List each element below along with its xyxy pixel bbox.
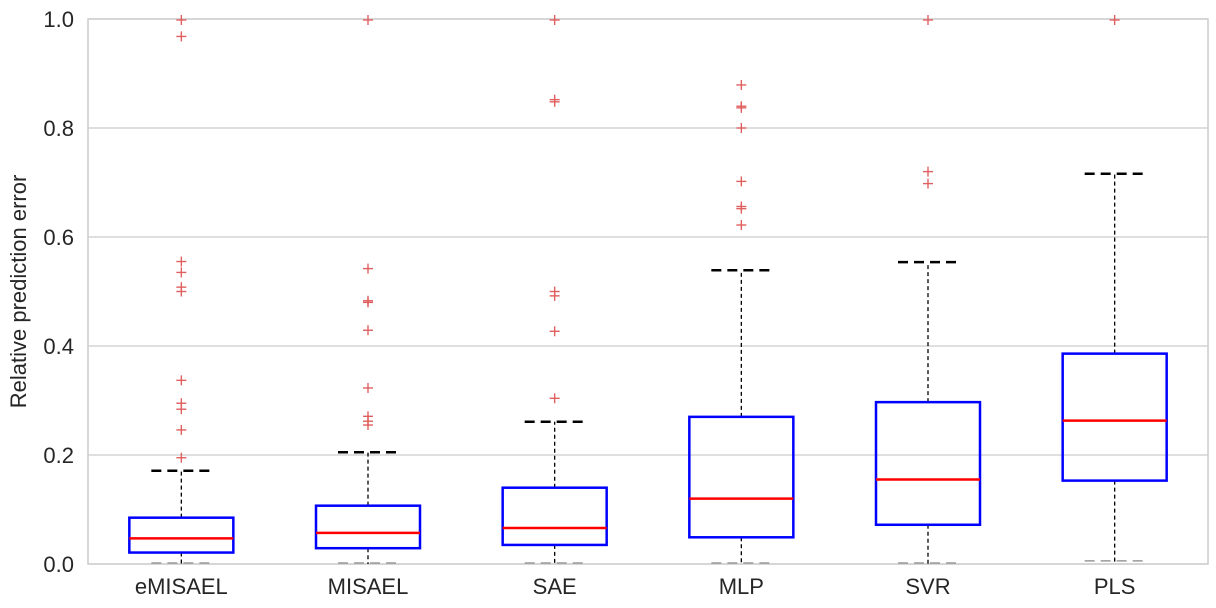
outlier-point [923,178,933,189]
outlier-point [176,452,187,463]
box-iqr [688,415,795,539]
outlier-point [549,15,560,25]
x-tick-label: eMISAEL [135,574,228,599]
outlier-point [549,94,560,105]
outlier-point [363,411,373,422]
outlier-point [736,79,747,90]
box-emisael [128,15,235,564]
box-iqr [874,400,982,527]
y-tick-label: 1.0 [43,7,74,32]
box-iqr [1061,352,1168,482]
outlier-point [176,375,187,386]
outlier-point [363,295,373,306]
grid-lines [88,18,1208,565]
box-iqr [501,486,608,547]
outlier-point [736,101,747,112]
outlier-point [176,398,187,409]
x-tick-label: MLP [719,574,764,599]
outlier-point [736,201,747,212]
y-tick-label: 0.2 [43,443,74,468]
plot-frame [87,18,1209,565]
y-tick-label: 0.0 [43,552,74,577]
outlier-point [176,15,187,25]
box-mlp [688,79,795,564]
box-pls [1061,15,1168,562]
outlier-point [1109,15,1120,25]
outlier-point [549,393,560,404]
box-misael [314,15,422,564]
outlier-point [923,15,933,25]
outlier-point [176,256,187,267]
outlier-point [176,31,187,42]
y-tick-label: 0.8 [43,116,74,141]
outlier-point [176,282,187,293]
outlier-point [363,382,373,393]
outlier-point [363,325,373,336]
x-tick-label: PLS [1094,574,1136,599]
y-tick-label: 0.6 [43,225,74,250]
box-iqr [128,516,235,554]
x-tick-label: SAE [533,574,577,599]
outlier-point [363,263,373,274]
outlier-point [736,123,747,133]
box-iqr [314,504,422,550]
y-tick-label: 0.4 [43,334,74,359]
outlier-point [363,15,373,25]
outlier-point [923,166,933,177]
x-tick-label: SVR [905,574,950,599]
outlier-point [736,220,747,231]
y-axis-ticks: 0.0 0.2 0.4 0.6 0.8 1.0 [43,7,74,577]
outlier-point [549,286,560,297]
box-svr [874,15,982,564]
box-sae [501,15,608,564]
box-series [128,15,1168,564]
outlier-point [176,267,187,278]
y-axis-label: Relative prediction error [6,175,31,409]
outlier-point [176,424,187,435]
x-axis-ticks: eMISAEL MISAEL SAE MLP SVR PLS [135,574,1136,599]
outlier-point [736,176,747,187]
outlier-point [549,326,560,337]
x-tick-label: MISAEL [328,574,409,599]
